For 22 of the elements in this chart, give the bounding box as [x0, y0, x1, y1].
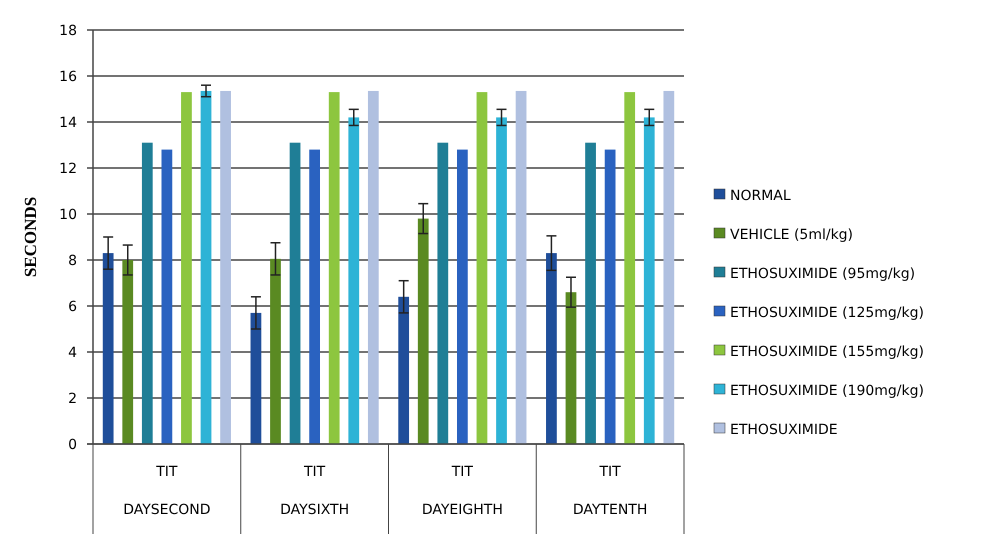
legend-label: NORMAL — [730, 188, 791, 204]
y-tick-label: 8 — [68, 252, 77, 269]
legend-label: VEHICLE (5ml/kg) — [730, 226, 854, 243]
y-tick-label: 18 — [59, 22, 77, 39]
y-tick-label: 16 — [59, 68, 78, 85]
y-tick-label: 4 — [68, 344, 78, 361]
y-tick-label: 2 — [68, 390, 77, 407]
legend-label: ETHOSUXIMIDE (155mg/kg) — [730, 344, 924, 360]
legend-label: ETHOSUXIMIDE — [730, 422, 838, 438]
y-tick-label: 12 — [59, 160, 77, 177]
y-tick-label: 14 — [59, 114, 78, 131]
legend-label: ETHOSUXIMIDE (190mg/kg) — [730, 382, 924, 399]
legend-label: ETHOSUXIMIDE (125mg/kg) — [730, 304, 924, 321]
category-label: TIT DAYEIGHTH — [422, 464, 503, 518]
y-axis-title: SECONDS — [21, 196, 40, 278]
category-label: TIT DAYSECOND — [123, 464, 211, 518]
y-tick-label: 6 — [68, 298, 78, 315]
category-label: TIT DAYSIXTH — [280, 464, 350, 518]
y-tick-label: 0 — [68, 436, 77, 453]
y-tick-label: 10 — [59, 206, 77, 223]
category-label: TIT DAYTENTH — [572, 464, 648, 518]
legend-label: ETHOSUXIMIDE (95mg/kg) — [730, 266, 916, 282]
